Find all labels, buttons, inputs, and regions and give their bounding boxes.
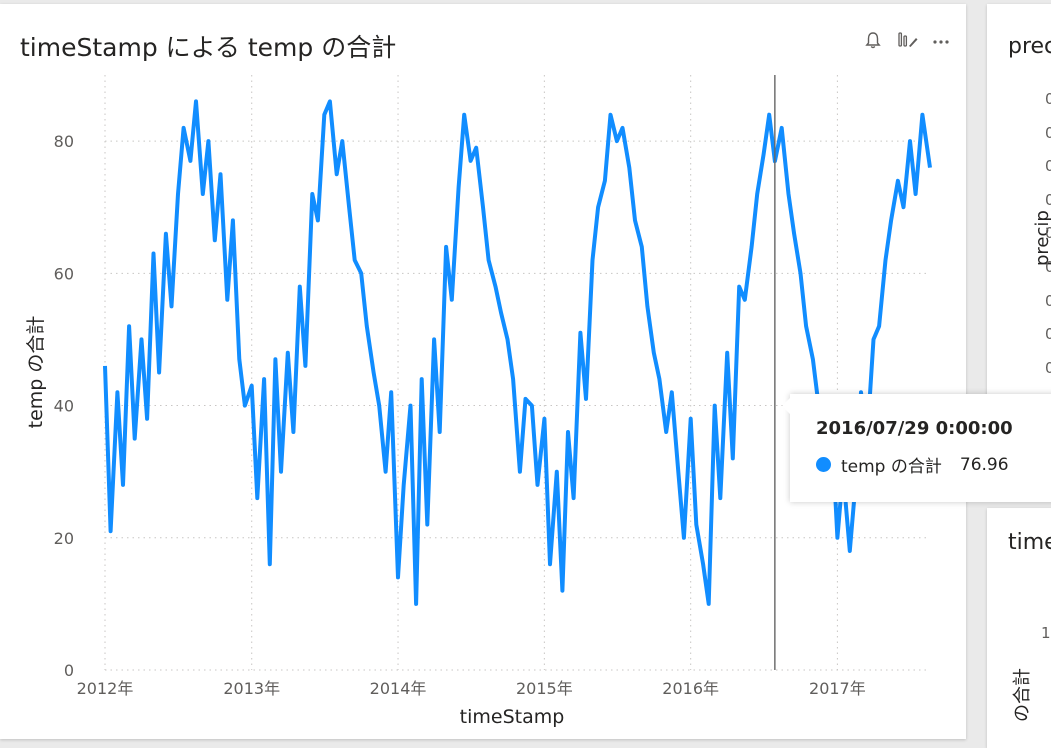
visual-title: timeStamp による temp の合計 (20, 33, 397, 62)
precip-tick-label: 0 (1045, 224, 1051, 243)
precip-tick-label: 0 (1045, 190, 1051, 209)
timestamp-axis-title: の合計 (1012, 668, 1033, 722)
precip-tick-label: 0 (1045, 157, 1051, 176)
precip-tick-label: 0 (1045, 123, 1051, 142)
y-tick-label: 40 (54, 397, 74, 416)
x-tick-label: 2015年 (516, 679, 573, 698)
tooltip-row: temp の合計 76.96 (816, 452, 1009, 477)
y-tick-label: 0 (64, 661, 74, 680)
visual-header-icons (863, 30, 951, 50)
precip-visual-title: preci (1008, 34, 1051, 59)
series-line[interactable] (103, 99, 932, 606)
y-axis-ticks: 0 20 40 60 80 (54, 132, 74, 680)
x-tick-label: 2013年 (223, 679, 280, 698)
chart-plot-area[interactable]: 0 20 40 60 80 2012年 2013年 2014年 2015年 2016年 2017年… (0, 0, 966, 727)
gridlines (104, 75, 930, 671)
series-layer[interactable] (103, 99, 932, 606)
precip-tick-label: 0 (1045, 291, 1051, 310)
precip-tick-label: 0 (1045, 90, 1051, 108)
focus-mode-icon[interactable] (897, 30, 918, 50)
tooltip-value: 76.96 (959, 454, 1009, 475)
x-axis-ticks: 2012年 2013年 2014年 2015年 2016年 2017年 (77, 679, 866, 698)
timestamp-visual[interactable] (987, 508, 1051, 748)
x-tick-label: 2017年 (809, 679, 866, 698)
tooltip: 2016/07/29 0:00:00 temp の合計 76.96 (782, 394, 1051, 502)
precip-tick-label: 0 (1045, 358, 1051, 377)
precip-tick-label: 0 (1045, 258, 1051, 276)
tooltip-series-label: temp の合計 (841, 457, 942, 477)
y-tick-label: 20 (54, 529, 74, 548)
x-tick-label: 2012年 (77, 679, 134, 698)
timestamp-visual-title: time (1008, 530, 1051, 555)
tooltip-title: 2016/07/29 0:00:00 (816, 418, 1013, 439)
tooltip-arrow (782, 398, 790, 414)
series-dot-icon (816, 457, 831, 472)
x-tick-label: 2016年 (662, 679, 719, 698)
timestamp-axis-tick: 1 (1041, 624, 1051, 642)
x-axis-title: timeStamp (460, 706, 565, 727)
precip-tick-label: 0 (1045, 325, 1051, 344)
y-axis-title: temp の合計 (25, 316, 47, 429)
more-options-icon[interactable] (931, 30, 951, 50)
y-tick-label: 60 (54, 264, 74, 283)
bell-icon[interactable] (863, 30, 883, 50)
x-tick-label: 2014年 (370, 679, 427, 698)
y-tick-label: 80 (54, 132, 74, 151)
